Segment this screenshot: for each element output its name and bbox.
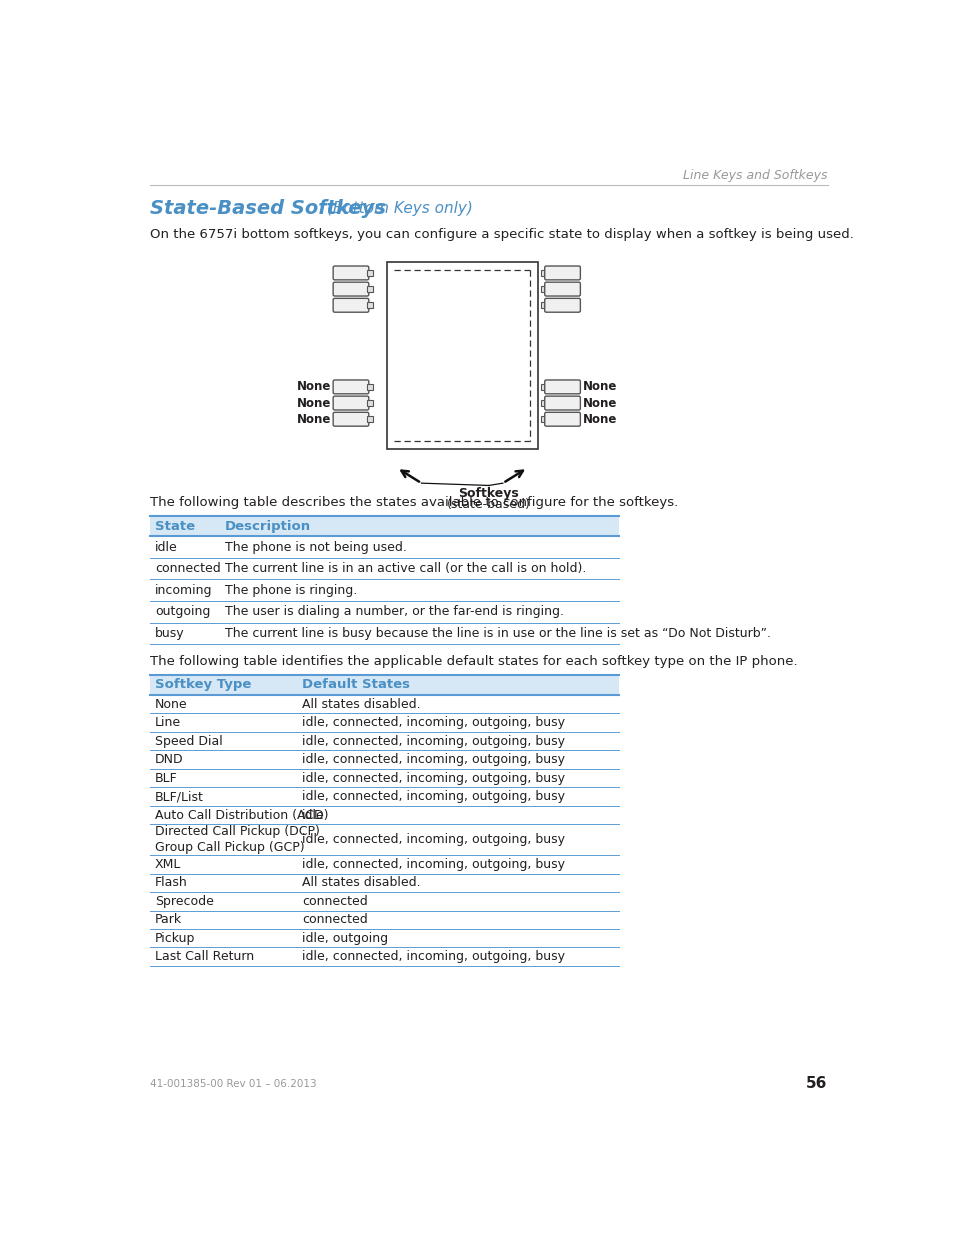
- Text: busy: busy: [154, 627, 184, 640]
- Text: None: None: [582, 380, 617, 394]
- Bar: [367, 400, 373, 406]
- Text: Auto Call Distribution (ACD): Auto Call Distribution (ACD): [154, 809, 328, 821]
- Text: Sprecode: Sprecode: [154, 895, 213, 908]
- Text: Softkey Type: Softkey Type: [154, 678, 251, 692]
- Text: Directed Call Pickup (DCP): Directed Call Pickup (DCP): [154, 825, 319, 839]
- Text: idle, connected, incoming, outgoing, busy: idle, connected, incoming, outgoing, bus…: [302, 950, 564, 963]
- Text: DND: DND: [154, 753, 183, 766]
- Text: idle, connected, incoming, outgoing, busy: idle, connected, incoming, outgoing, bus…: [302, 735, 564, 747]
- Bar: [367, 384, 373, 390]
- FancyBboxPatch shape: [544, 380, 579, 394]
- Text: idle, connected, incoming, outgoing, busy: idle, connected, incoming, outgoing, bus…: [302, 753, 564, 766]
- Text: idle: idle: [154, 541, 177, 553]
- Text: Flash: Flash: [154, 877, 188, 889]
- Text: idle, connected, incoming, outgoing, busy: idle, connected, incoming, outgoing, bus…: [302, 790, 564, 803]
- Text: BLF: BLF: [154, 772, 177, 784]
- Text: None: None: [582, 412, 617, 426]
- Text: The current line is in an active call (or the call is on hold).: The current line is in an active call (o…: [224, 562, 585, 576]
- Text: idle, connected, incoming, outgoing, busy: idle, connected, incoming, outgoing, bus…: [302, 716, 564, 729]
- Text: All states disabled.: All states disabled.: [302, 698, 420, 710]
- FancyBboxPatch shape: [544, 266, 579, 280]
- Text: (Bottom Keys only): (Bottom Keys only): [322, 201, 473, 216]
- Text: connected: connected: [302, 913, 368, 926]
- FancyBboxPatch shape: [333, 282, 369, 296]
- Bar: [367, 270, 373, 275]
- Text: The user is dialing a number, or the far-end is ringing.: The user is dialing a number, or the far…: [224, 605, 563, 619]
- Text: Description: Description: [224, 520, 311, 532]
- Text: idle, connected, incoming, outgoing, busy: idle, connected, incoming, outgoing, bus…: [302, 834, 564, 846]
- Bar: [540, 400, 546, 406]
- Text: None: None: [582, 396, 617, 410]
- Text: All states disabled.: All states disabled.: [302, 877, 420, 889]
- FancyBboxPatch shape: [333, 396, 369, 410]
- Bar: [540, 416, 546, 422]
- Text: State: State: [154, 520, 194, 532]
- Bar: [367, 416, 373, 422]
- Text: connected: connected: [154, 562, 220, 576]
- Text: Park: Park: [154, 913, 182, 926]
- Text: idle: idle: [302, 809, 325, 821]
- Text: Softkeys: Softkeys: [458, 487, 518, 500]
- Text: idle, connected, incoming, outgoing, busy: idle, connected, incoming, outgoing, bus…: [302, 858, 564, 871]
- FancyBboxPatch shape: [333, 299, 369, 312]
- Text: 41-001385-00 Rev 01 – 06.2013: 41-001385-00 Rev 01 – 06.2013: [150, 1078, 316, 1089]
- Bar: [367, 303, 373, 309]
- Text: idle, connected, incoming, outgoing, busy: idle, connected, incoming, outgoing, bus…: [302, 772, 564, 784]
- Text: The following table describes the states available to configure for the softkeys: The following table describes the states…: [150, 496, 678, 509]
- FancyBboxPatch shape: [333, 412, 369, 426]
- FancyBboxPatch shape: [544, 282, 579, 296]
- Bar: [150, 674, 618, 695]
- Text: None: None: [296, 412, 331, 426]
- Text: Group Call Pickup (GCP): Group Call Pickup (GCP): [154, 841, 304, 853]
- Text: Default States: Default States: [302, 678, 410, 692]
- FancyBboxPatch shape: [333, 266, 369, 280]
- Text: Line Keys and Softkeys: Line Keys and Softkeys: [682, 169, 827, 182]
- Bar: [540, 270, 546, 275]
- Text: Last Call Return: Last Call Return: [154, 950, 253, 963]
- FancyBboxPatch shape: [544, 299, 579, 312]
- Text: None: None: [296, 380, 331, 394]
- Text: incoming: incoming: [154, 584, 213, 597]
- Text: None: None: [154, 698, 188, 710]
- Bar: [540, 384, 546, 390]
- Text: Pickup: Pickup: [154, 931, 195, 945]
- Bar: [367, 287, 373, 293]
- Bar: [386, 262, 537, 448]
- Bar: [540, 287, 546, 293]
- Text: Line: Line: [154, 716, 181, 729]
- Text: The following table identifies the applicable default states for each softkey ty: The following table identifies the appli…: [150, 655, 797, 668]
- Text: 56: 56: [805, 1076, 827, 1092]
- Bar: [150, 516, 618, 536]
- Text: The phone is ringing.: The phone is ringing.: [224, 584, 356, 597]
- Text: (state-based): (state-based): [447, 498, 530, 511]
- FancyBboxPatch shape: [544, 412, 579, 426]
- Text: Speed Dial: Speed Dial: [154, 735, 222, 747]
- Text: None: None: [296, 396, 331, 410]
- Text: On the 6757i bottom softkeys, you can configure a specific state to display when: On the 6757i bottom softkeys, you can co…: [150, 228, 853, 241]
- FancyBboxPatch shape: [544, 396, 579, 410]
- Text: State-Based Softkeys: State-Based Softkeys: [150, 199, 386, 217]
- Text: The phone is not being used.: The phone is not being used.: [224, 541, 406, 553]
- Text: outgoing: outgoing: [154, 605, 210, 619]
- Text: BLF/List: BLF/List: [154, 790, 204, 803]
- FancyBboxPatch shape: [333, 380, 369, 394]
- Text: XML: XML: [154, 858, 181, 871]
- Text: idle, outgoing: idle, outgoing: [302, 931, 388, 945]
- Text: connected: connected: [302, 895, 368, 908]
- Bar: [540, 303, 546, 309]
- Text: The current line is busy because the line is in use or the line is set as “Do No: The current line is busy because the lin…: [224, 627, 770, 640]
